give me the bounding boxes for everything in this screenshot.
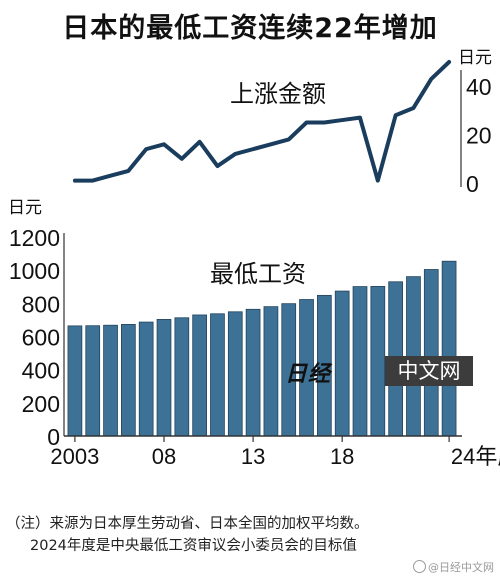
increase-point-2013 [251, 147, 255, 151]
bar-2005 [103, 324, 118, 437]
bar-2004 [85, 325, 101, 437]
note-line-2: 2024年度是中央最低工资审议会小委员会的目标值 [30, 538, 357, 554]
bar-2007 [138, 321, 154, 437]
watermark-logo: 日经 [285, 361, 332, 387]
x-tick-label-2018: 18 [330, 444, 354, 469]
watermark: 日经 中文网 [285, 356, 475, 387]
bar-2009 [174, 317, 190, 437]
bar-2011 [210, 313, 225, 437]
increase-point-2007 [144, 147, 148, 151]
increase-point-2018 [340, 118, 344, 122]
line-series-label: 上涨金额 [230, 80, 326, 108]
bar-2003 [67, 325, 83, 437]
bar-2023 [423, 269, 439, 437]
line-ytick-label-1: 20 [466, 123, 492, 149]
bar-ytick-label-6: 1200 [9, 225, 60, 251]
bar-2012 [227, 311, 243, 437]
chart-title: 日本的最低工资连续22年增加 [62, 13, 438, 44]
bar-ytick-label-4: 800 [22, 291, 60, 317]
increase-point-2010 [198, 140, 202, 144]
increase-point-2015 [287, 137, 291, 141]
bar-ytick-label-5: 1000 [9, 258, 60, 284]
bar-2024 [441, 260, 457, 437]
bar-ytick-label-2: 400 [22, 358, 60, 384]
increase-point-2011 [215, 164, 219, 168]
bar-series-label: 最低工资 [210, 260, 306, 288]
note-line-1: （注）来源为日本厚生劳动省、日本全国的加权平均数。 [6, 516, 369, 532]
x-tick-label-2013: 13 [241, 444, 265, 469]
bar-2006 [121, 323, 136, 437]
increase-series-line [72, 60, 452, 183]
line-ytick-label-2: 40 [466, 74, 492, 100]
bar-2010 [192, 314, 207, 437]
credit-text: @日经中文网 [428, 561, 494, 574]
bar-ytick-label-0: 0 [47, 424, 60, 450]
increase-point-2019 [358, 116, 362, 120]
line-ytick-label-0: 0 [466, 171, 479, 197]
increase-point-2004 [91, 179, 95, 183]
increase-point-2014 [269, 142, 273, 146]
increase-point-2023 [429, 77, 433, 81]
increase-point-2021 [394, 113, 398, 117]
bar-unit-label: 日元 [8, 198, 42, 218]
increase-point-2020 [376, 179, 380, 183]
x-tick-label-2008: 08 [152, 444, 176, 469]
increase-point-2024 [447, 60, 451, 64]
credit: @日经中文网 [413, 559, 494, 575]
increase-point-2012 [233, 152, 237, 156]
x-tick-label-2024: 24年度 [451, 444, 500, 469]
bar-2008 [156, 319, 172, 437]
bar-2013 [245, 308, 261, 437]
bar-ytick-label-1: 200 [22, 391, 60, 417]
x-tick-label-2003: 2003 [50, 444, 99, 469]
increase-point-2005 [109, 174, 113, 178]
line-unit-label: 日元 [458, 48, 492, 68]
increase-point-2009 [180, 157, 184, 161]
weibo-icon [413, 560, 426, 573]
increase-point-2006 [126, 169, 130, 173]
increase-point-2016 [305, 121, 309, 124]
watermark-box: 中文网 [385, 356, 473, 386]
increase-point-2017 [322, 121, 326, 124]
bar-2014 [263, 306, 279, 437]
bar-ytick-label-3: 600 [22, 325, 60, 351]
increase-point-2003 [73, 179, 77, 183]
increase-point-2008 [162, 142, 166, 146]
increase-point-2022 [411, 106, 415, 110]
